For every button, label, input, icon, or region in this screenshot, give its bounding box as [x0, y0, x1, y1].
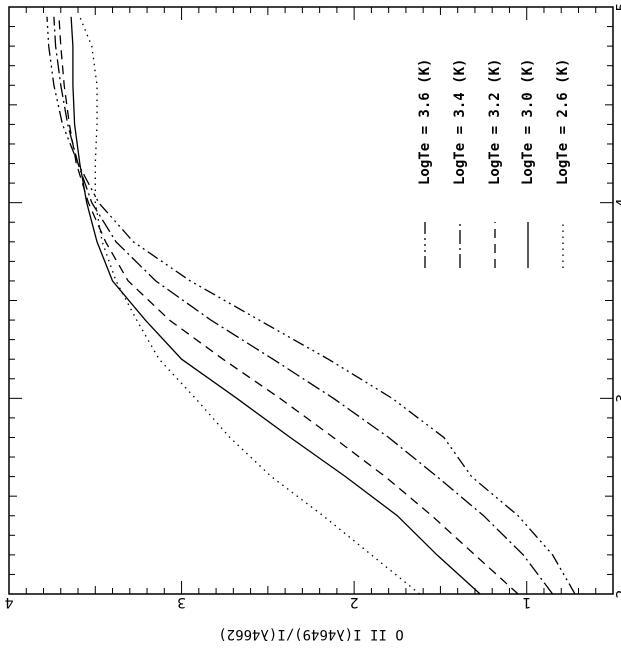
series-line-1	[53, 16, 554, 595]
legend-label-1: LogTe = 3.4 (K)	[452, 59, 468, 185]
series-lines	[46, 16, 576, 595]
legend-label-2: LogTe = 3.2 (K)	[487, 59, 503, 185]
y-tick-label: 2	[350, 594, 359, 610]
x-tick-label: 4	[615, 198, 621, 207]
tick-labels: 2 3 4 5 1 2 3 4	[4, 3, 621, 610]
x-tick-label: 3	[615, 394, 621, 403]
series-line-4	[79, 16, 421, 595]
x-tick-label: 2	[615, 590, 621, 599]
y-tick-label: 1	[522, 594, 531, 610]
series-line-0	[46, 16, 576, 595]
legend-label-0: LogTe = 3.6 (K)	[417, 59, 433, 185]
legend: LogTe = 3.6 (K) LogTe = 3.4 (K) LogTe = 3.…	[417, 59, 571, 268]
y-tick-label: 3	[177, 594, 186, 610]
x-tick-label: 5	[615, 3, 621, 12]
legend-label-4: LogTe = 2.6 (K)	[555, 59, 571, 185]
y-axis-label: O II I(λ4649)/I(λ4662)	[218, 626, 403, 642]
legend-label-3: LogTe = 3.0 (K)	[520, 59, 536, 185]
series-line-3	[70, 16, 481, 595]
axis-ticks	[8, 6, 614, 595]
y-tick-label: 4	[4, 594, 13, 610]
series-line-2	[58, 16, 519, 595]
